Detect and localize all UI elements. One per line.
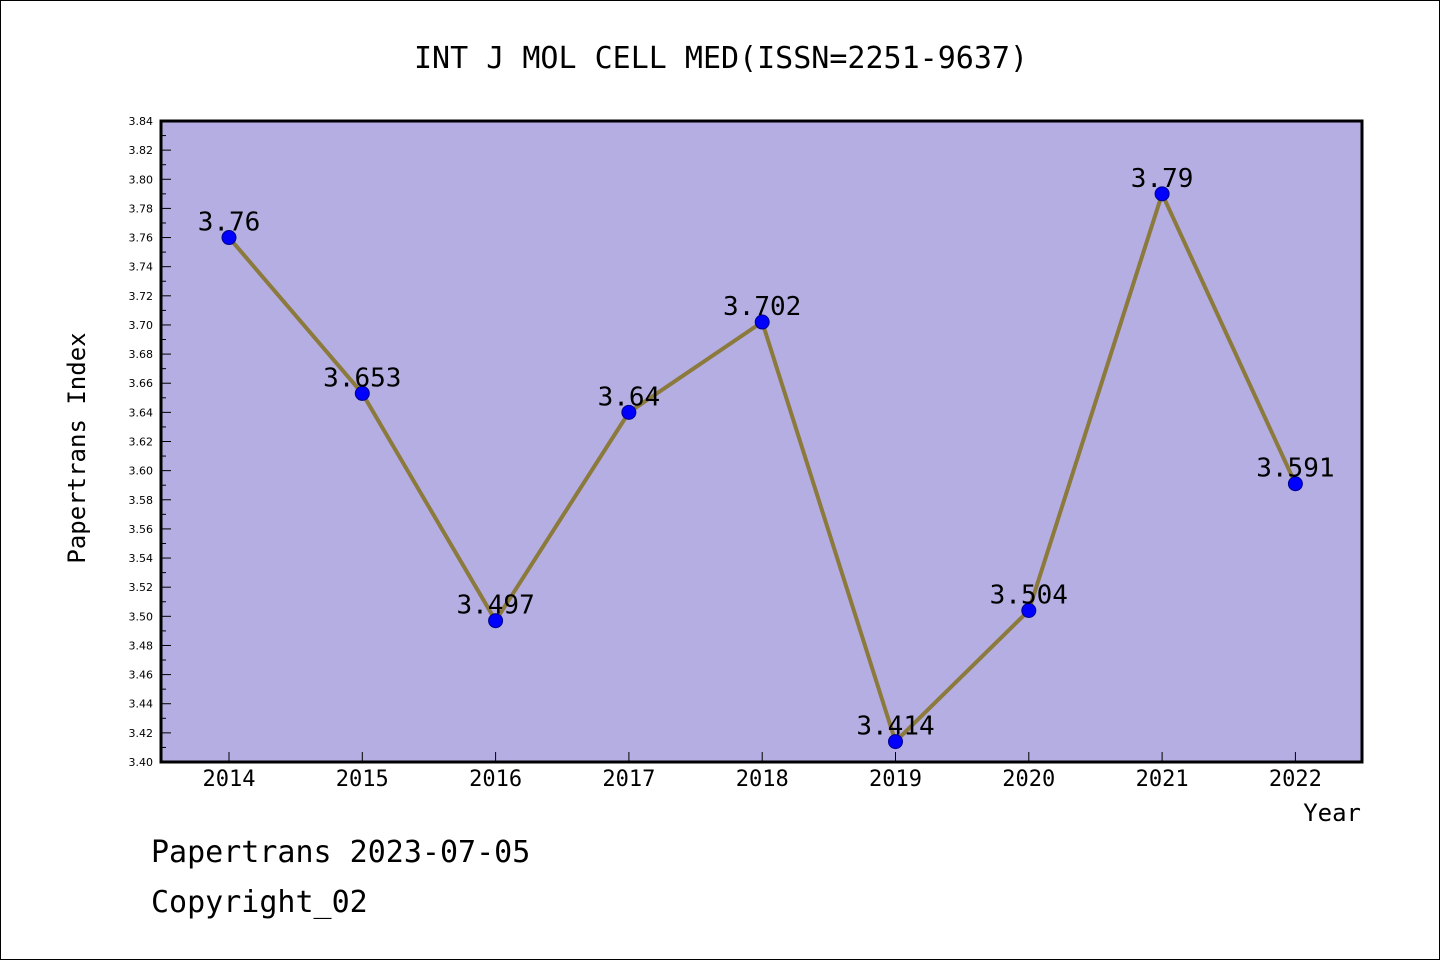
data-point bbox=[1287, 476, 1303, 492]
y-tick-label: 3.72 bbox=[129, 290, 154, 303]
y-tick-label: 3.56 bbox=[129, 523, 154, 536]
y-tick-label: 3.42 bbox=[129, 727, 154, 740]
data-point bbox=[221, 230, 237, 246]
x-tick-label: 2019 bbox=[869, 767, 922, 792]
x-axis-label: Year bbox=[1303, 799, 1361, 827]
y-tick-label: 3.64 bbox=[129, 406, 154, 419]
y-tick-label: 3.60 bbox=[129, 465, 154, 478]
data-label: 3.76 bbox=[198, 208, 261, 238]
y-tick-label: 3.76 bbox=[129, 232, 154, 245]
plot-border bbox=[159, 119, 1364, 764]
y-tick-label: 3.82 bbox=[129, 144, 154, 157]
x-axis: 2014 2015 2016 2017 2018 2019 2020 2021 2022 bbox=[203, 752, 1322, 792]
footer-copyright: Copyright_02 bbox=[151, 885, 368, 920]
x-tick-label: 2014 bbox=[203, 767, 256, 792]
data-labels: 3.76 3.653 3.497 3.64 3.702 3.414 3.504 3.79 3.5… bbox=[198, 164, 1335, 742]
data-label: 3.64 bbox=[598, 382, 661, 412]
data-label: 3.702 bbox=[723, 292, 801, 322]
data-markers bbox=[221, 186, 1303, 750]
data-label: 3.414 bbox=[856, 712, 934, 742]
y-tick-label: 3.48 bbox=[129, 639, 154, 652]
data-point bbox=[621, 404, 637, 420]
y-tick-label: 3.58 bbox=[129, 494, 154, 507]
x-tick-label: 2020 bbox=[1002, 767, 1055, 792]
data-label: 3.497 bbox=[456, 591, 534, 621]
data-point bbox=[1154, 186, 1170, 202]
x-tick-label: 2015 bbox=[336, 767, 389, 792]
y-tick-label: 3.68 bbox=[129, 348, 154, 361]
y-tick-label: 3.46 bbox=[129, 669, 154, 682]
x-tick-label: 2017 bbox=[602, 767, 655, 792]
data-label: 3.79 bbox=[1131, 164, 1194, 194]
footer-date: Papertrans 2023-07-05 bbox=[151, 835, 531, 870]
y-tick-label: 3.78 bbox=[129, 202, 154, 215]
data-point bbox=[754, 314, 770, 330]
plot-area bbox=[161, 121, 1362, 762]
y-tick-label: 3.40 bbox=[129, 756, 154, 769]
y-axis-label: Papertrans Index bbox=[63, 332, 91, 563]
y-axis: 3.40 3.42 3.44 3.46 3.48 3.50 3.52 3.54 3.56 3.58… bbox=[129, 115, 171, 769]
y-tick-label: 3.50 bbox=[129, 610, 154, 623]
x-tick-label: 2016 bbox=[469, 767, 522, 792]
chart-title: INT J MOL CELL MED(ISSN=2251-9637) bbox=[414, 41, 1028, 76]
data-point bbox=[354, 385, 370, 401]
data-label: 3.504 bbox=[990, 580, 1068, 610]
data-point bbox=[488, 613, 504, 629]
data-label: 3.591 bbox=[1256, 454, 1334, 484]
x-tick-label: 2021 bbox=[1136, 767, 1189, 792]
y-tick-label: 3.84 bbox=[129, 115, 154, 128]
x-tick-label: 2022 bbox=[1269, 767, 1322, 792]
x-tick-label: 2018 bbox=[736, 767, 789, 792]
data-label: 3.653 bbox=[323, 363, 401, 393]
y-tick-label: 3.44 bbox=[129, 698, 154, 711]
data-point bbox=[888, 734, 903, 750]
y-tick-label: 3.54 bbox=[129, 552, 154, 565]
y-tick-label: 3.74 bbox=[129, 261, 154, 274]
y-tick-label: 3.70 bbox=[129, 319, 154, 332]
y-tick-label: 3.52 bbox=[129, 581, 154, 594]
y-tick-label: 3.66 bbox=[129, 377, 154, 390]
data-point bbox=[1021, 602, 1037, 618]
y-tick-label: 3.62 bbox=[129, 436, 154, 449]
y-tick-label: 3.80 bbox=[129, 173, 154, 186]
